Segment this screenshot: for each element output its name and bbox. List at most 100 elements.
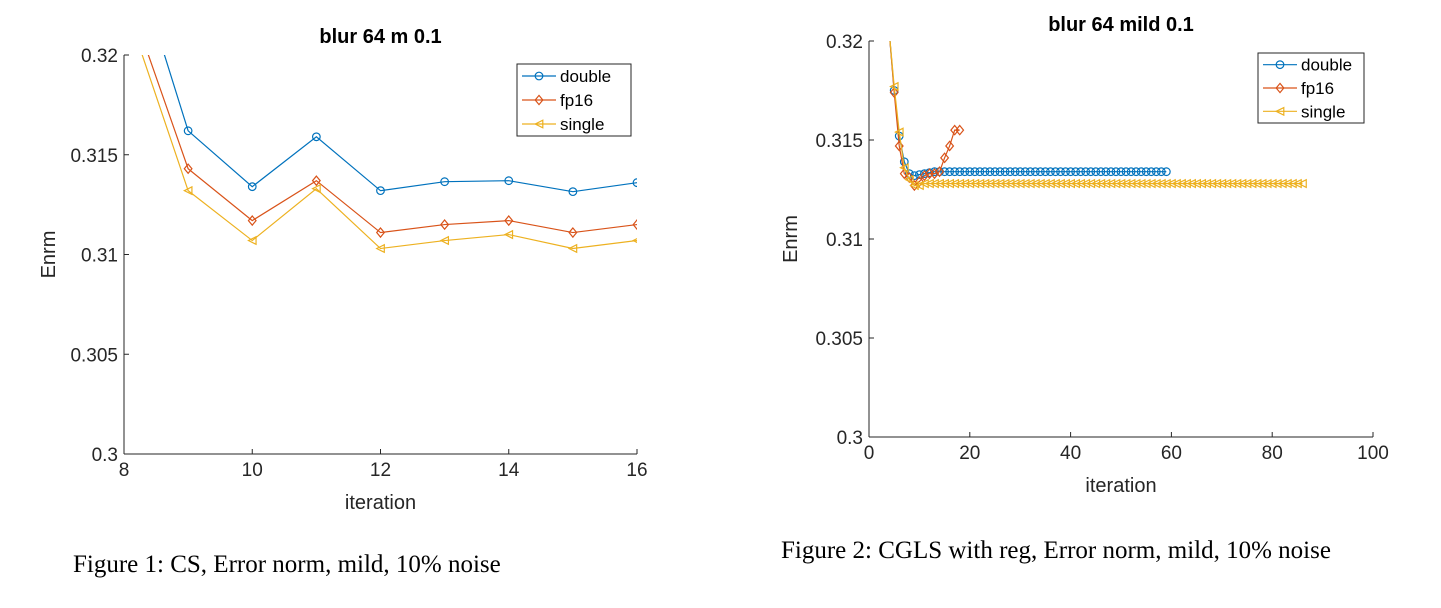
chart2-series-double-point: [1101, 167, 1111, 177]
chart2-series-single-point: [1075, 178, 1086, 189]
chart2-series-single-point: [1035, 178, 1045, 189]
chart2-series-single-point: [1256, 178, 1267, 189]
chart1-plot-area: [141, 55, 637, 254]
chart2-y-tick-label: 0.31: [826, 230, 863, 251]
chart2-series-single-point: [1161, 178, 1171, 189]
chart2-series-single-point: [1060, 178, 1070, 189]
chart2-series-single-point: [1156, 178, 1166, 189]
chart1-x-tick-label: 10: [242, 460, 263, 481]
chart2-legend-fp16-marker: [1275, 82, 1285, 94]
chart1-legend-fp16-label: fp16: [560, 91, 593, 110]
chart2-series-double-point: [1025, 167, 1035, 177]
chart2-series-single-point: [1216, 178, 1227, 189]
chart2-series-single-point: [1211, 178, 1222, 189]
chart2-series-single-point: [1130, 178, 1141, 189]
chart2-series-single-point: [1262, 178, 1272, 189]
chart1-legend-double-marker: [534, 71, 544, 81]
chart2-series-double-point: [980, 167, 990, 177]
chart2-series-single-point: [1095, 178, 1106, 189]
chart2-series-fp16-point: [940, 152, 950, 164]
chart2-series-double-point: [1151, 167, 1161, 177]
chart2-series-double-point: [1126, 167, 1136, 177]
chart2-series-single-line: [889, 41, 1303, 187]
chart2-x-tick-label: 0: [864, 443, 875, 464]
chart2-series-single-point: [1221, 178, 1232, 189]
chart1-series-double-point: [568, 187, 578, 197]
chart1-series-single-point: [247, 235, 257, 246]
chart2-x-tick-label: 100: [1357, 443, 1389, 464]
chart2-series-single-point: [1055, 178, 1065, 189]
chart2-series-double-point: [909, 171, 919, 181]
chart2-series-single-point: [949, 178, 960, 189]
chart2-x-tick-label: 60: [1161, 443, 1182, 464]
chart2-series-double-line: [889, 41, 1167, 177]
chart2-series-fp16-point: [945, 140, 955, 152]
chart2-series-single-point: [969, 178, 980, 189]
chart2-series-double-point: [940, 167, 949, 177]
chart2-series-single-point: [1141, 178, 1151, 189]
chart2-series-single-point: [1085, 178, 1096, 189]
chart2-series-single-point: [1191, 178, 1202, 189]
chart1-x-tick-label: 16: [626, 460, 647, 481]
chart2-series-single-point: [1015, 178, 1025, 189]
chart2-series-fp16-point: [899, 168, 909, 180]
chart1-y-axis-label: Enrm: [38, 231, 60, 279]
chart2-series-single-point: [1206, 178, 1217, 189]
chart1-y-tick-label: 0.31: [81, 246, 118, 267]
chart2-series-single-point: [934, 178, 944, 189]
chart2-series-fp16-point: [894, 140, 904, 152]
chart2-x-tick-label: 20: [959, 443, 980, 464]
chart2-series-single-point: [929, 178, 939, 189]
chart1-series-fp16-point: [183, 163, 193, 175]
chart1-series-single-point: [631, 237, 637, 244]
chart1-series-fp16-point: [440, 219, 450, 231]
chart2-series-single-point: [909, 180, 919, 191]
chart2-series-double-point: [995, 167, 1005, 177]
chart2-series-double-point: [1061, 167, 1070, 177]
chart2-series-single-point: [1050, 178, 1060, 189]
chart2-series-double-point: [1066, 167, 1075, 177]
chart2-series-single-point: [1090, 178, 1101, 189]
chart1-x-tick-label: 8: [119, 460, 130, 481]
chart2-series-single-point: [1065, 178, 1076, 189]
chart1-legend-single-marker: [533, 119, 544, 129]
chart2-series-fp16-point: [914, 176, 924, 188]
chart1-series-fp16-point: [632, 219, 637, 231]
chart1-legend-single-label: single: [560, 115, 604, 134]
chart2-series-single-point: [1100, 178, 1111, 189]
chart2-y-tick-label: 0.32: [826, 32, 863, 53]
chart2-series-single-point: [914, 180, 924, 191]
chart2-series-single-point: [919, 178, 929, 189]
chart2-series-double-point: [960, 167, 970, 177]
chart2-series-double-point: [965, 167, 975, 177]
chart1-y-tick-label: 0.315: [70, 146, 118, 167]
chart2-series-single-point: [1236, 178, 1247, 189]
chart2-series-double-point: [1030, 167, 1040, 177]
chart2-series-double-point: [1081, 167, 1091, 177]
chart2-series-single-point: [1020, 178, 1030, 189]
chart2-series-double-point: [970, 167, 980, 177]
chart2-series-single-point: [939, 178, 950, 189]
chart2-plot-area: [889, 41, 1307, 192]
chart2-series-single-point: [1080, 178, 1091, 189]
chart2-series-double-point: [1086, 167, 1096, 177]
chart1-series-fp16-point: [247, 215, 257, 227]
chart2-series-single-point: [1241, 178, 1252, 189]
chart2-series-double-point: [1131, 167, 1141, 177]
chart1-series-double-point: [247, 182, 257, 192]
chart2-series-double-point: [1015, 167, 1025, 177]
chart2-series-double-point: [1046, 167, 1055, 177]
chart2-series-single-point: [1125, 178, 1136, 189]
chart1-title: blur 64 m 0.1: [319, 26, 441, 48]
chart2-series-single-point: [1171, 178, 1181, 189]
chart2-series-single-point: [1146, 178, 1156, 189]
chart2-series-single-point: [1010, 178, 1020, 189]
chart2-series-single-point: [1070, 178, 1081, 189]
chart2-series-single-point: [944, 178, 955, 189]
chart2-series-fp16-point: [919, 170, 930, 182]
chart1-series-double-point: [440, 177, 450, 187]
chart2-series-fp16-point: [934, 166, 945, 178]
chart2-series-double-point: [945, 167, 955, 177]
chart2-series-single-point: [1110, 178, 1121, 189]
chart1-series-double-point: [504, 176, 514, 186]
